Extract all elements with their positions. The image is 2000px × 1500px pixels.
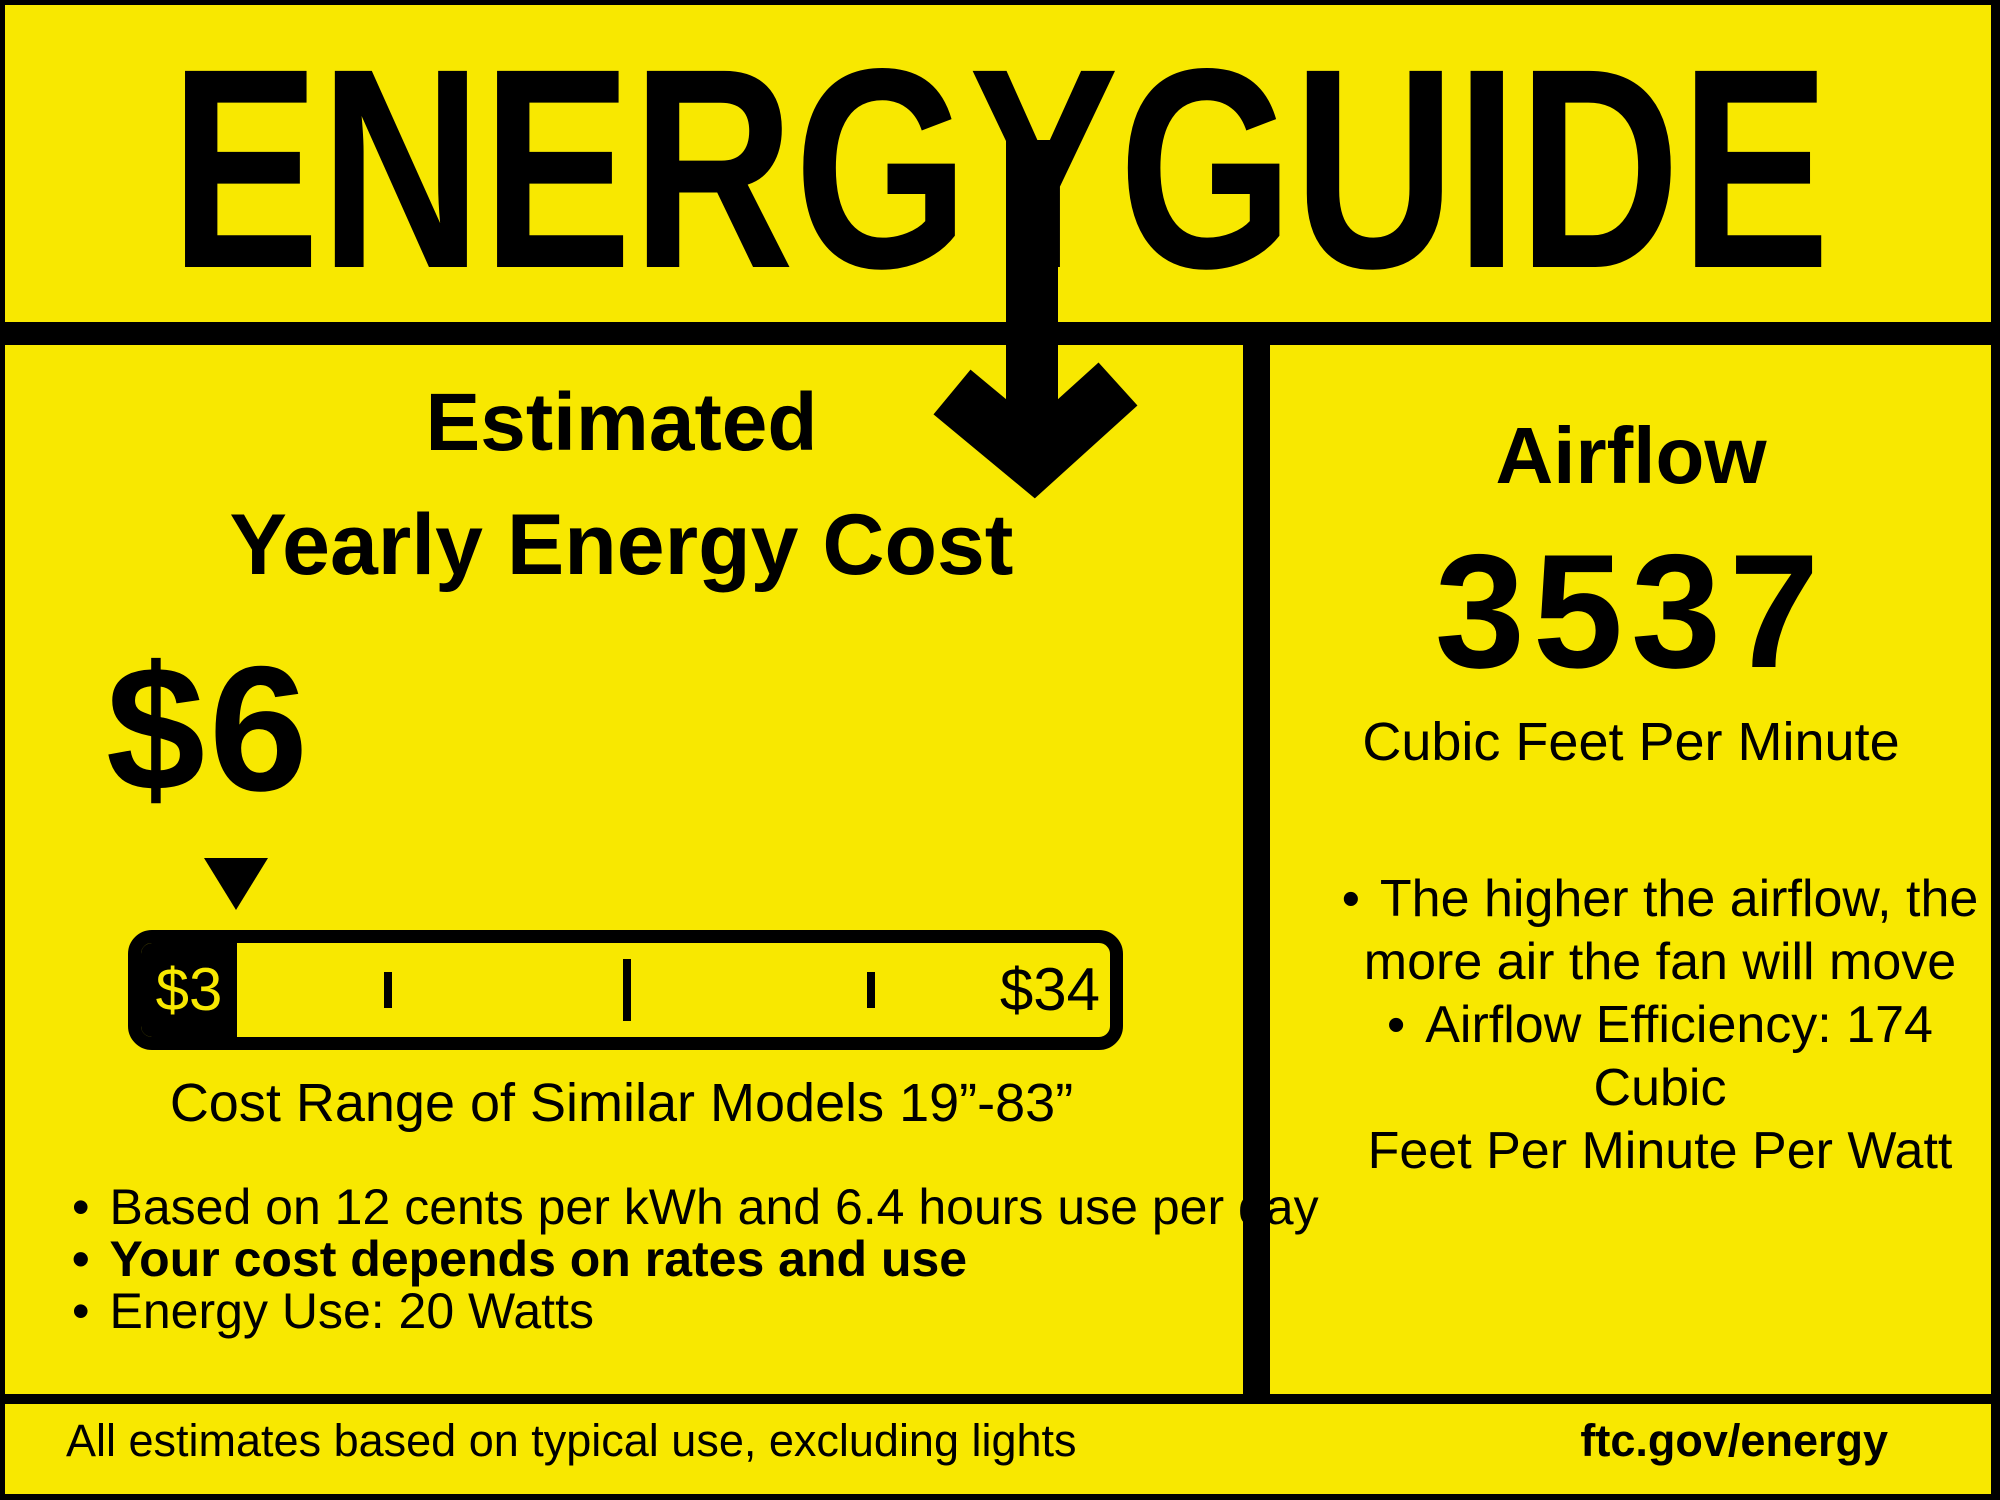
bullet-icon: •	[72, 1231, 90, 1287]
label-border-left	[0, 0, 5, 1500]
cost-range-bar: $3 $34	[128, 930, 1123, 1050]
label-border-right	[1991, 0, 2000, 1500]
estimated-yearly-cost-value: $6	[106, 629, 312, 828]
airflow-value: 3537	[1434, 521, 1828, 702]
estimated-heading-line1: Estimated	[425, 377, 818, 468]
range-tick-mid	[623, 959, 631, 1021]
cost-range-max: $34	[999, 956, 1100, 1023]
range-tick	[867, 972, 875, 1008]
left-bullet-text: Energy Use: 20 Watts	[109, 1283, 594, 1339]
panel-divider	[1243, 345, 1270, 1394]
label-border-top	[0, 0, 2000, 5]
footer-divider	[0, 1394, 2000, 1404]
bullet-icon: •	[1387, 996, 1406, 1054]
left-bullet-text: Your cost depends on rates and use	[109, 1231, 968, 1287]
banner-title: ENERGYGUIDE	[170, 10, 1830, 322]
airflow-heading: Airflow	[1495, 411, 1767, 500]
left-bullet-cost-depends: • Your cost depends on rates and use	[72, 1234, 967, 1284]
cost-range-fill	[141, 943, 237, 1037]
footer-note: All estimates based on typical use, excl…	[66, 1415, 1077, 1466]
airflow-unit: Cubic Feet Per Minute	[1362, 712, 1900, 772]
label-border-bottom	[0, 1494, 2000, 1500]
right-bullet-airflow-line1: • The higher the airflow, the	[1340, 868, 1980, 931]
right-bullet-text: Airflow Efficiency: 174 Cubic	[1425, 996, 1933, 1117]
left-bullet-energy-use: • Energy Use: 20 Watts	[72, 1286, 594, 1336]
left-bullet-rate-assumption: • Based on 12 cents per kWh and 6.4 hours…	[72, 1182, 1319, 1232]
range-tick	[384, 972, 392, 1008]
right-bullet-efficiency-line1: • Airflow Efficiency: 174 Cubic	[1340, 994, 1980, 1120]
bullet-icon: •	[72, 1179, 90, 1235]
footer-url: ftc.gov/energy	[1580, 1415, 1888, 1466]
right-bullet-efficiency-line2: Feet Per Minute Per Watt	[1367, 1122, 1953, 1180]
cost-pointer-icon	[204, 858, 268, 910]
bullet-icon: •	[1341, 870, 1360, 928]
right-bullet-text: The higher the airflow, the	[1379, 870, 1979, 928]
bullet-icon: •	[72, 1283, 90, 1339]
banner-divider	[0, 322, 2000, 345]
left-bullet-text: Based on 12 cents per kWh and 6.4 hours …	[109, 1179, 1319, 1235]
cost-range-min: $3	[155, 956, 223, 1023]
cost-range-caption: Cost Range of Similar Models 19”-83”	[169, 1073, 1074, 1133]
airflow-bullets: • The higher the airflow, the more air th…	[1340, 868, 1980, 1183]
banner: ENERGYGUIDE	[170, 10, 1830, 322]
estimated-heading-line2: Yearly Energy Cost	[229, 497, 1014, 593]
right-bullet-airflow-line2: more air the fan will move	[1363, 933, 1957, 991]
